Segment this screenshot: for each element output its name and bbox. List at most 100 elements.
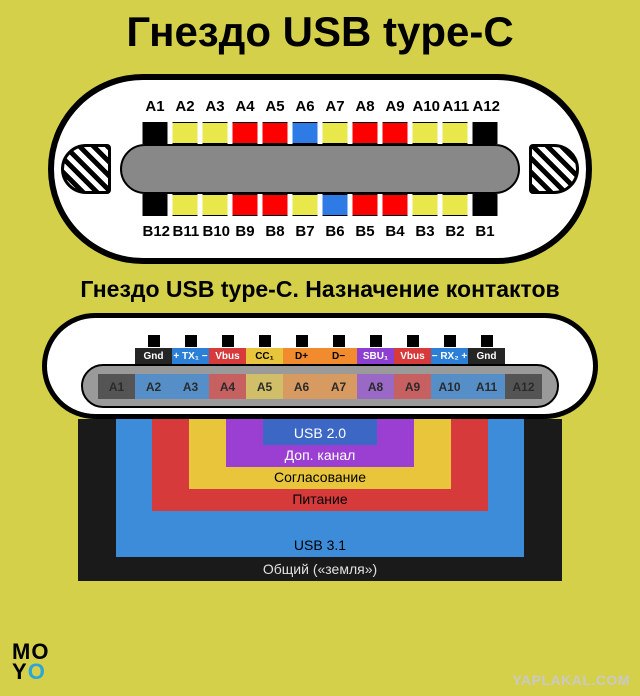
pin-label: A8 xyxy=(353,98,378,115)
signal-label: D− xyxy=(332,351,345,362)
pin-row-top xyxy=(143,122,498,144)
pin-label: A7 xyxy=(323,98,348,115)
hatch-right xyxy=(529,144,579,194)
faded-pin: A2 xyxy=(135,374,172,399)
faded-pin-label: A1 xyxy=(109,380,124,394)
faded-pin: A5 xyxy=(246,374,283,399)
pin-label: B4 xyxy=(383,223,408,240)
pin-top xyxy=(383,122,408,144)
pin-label: B7 xyxy=(293,223,318,240)
faded-pin-label: A7 xyxy=(331,380,346,394)
connector-shell-1: A1A2A3A4A5A6A7A8A9A10A11A12 B12B11B10B9B… xyxy=(48,74,592,264)
pin-bottom xyxy=(233,194,258,216)
pin-label-row-bottom: B12B11B10B9B8B7B6B5B4B3B2B1 xyxy=(143,223,498,240)
pin-bottom xyxy=(143,194,168,216)
pin-label: B6 xyxy=(323,223,348,240)
pin-bottom xyxy=(413,194,438,216)
logo: MO YO xyxy=(12,642,49,682)
logo-line2-o: O xyxy=(28,659,46,684)
watermark: YAPLAKAL.COM xyxy=(513,672,631,688)
faded-pin: A10 xyxy=(431,374,468,399)
pin-top xyxy=(293,122,318,144)
pin-label: A10 xyxy=(413,98,438,115)
faded-pin-label: A2 xyxy=(146,380,161,394)
pin-bottom xyxy=(293,194,318,216)
signal-pin: Vbus xyxy=(394,348,431,364)
pin-label: A4 xyxy=(233,98,258,115)
pin-top xyxy=(323,122,348,144)
faded-pin: A1 xyxy=(98,374,135,399)
pin-label: B8 xyxy=(263,223,288,240)
faded-pin-label: A10 xyxy=(438,380,460,394)
signal-pin: D+ xyxy=(283,348,320,364)
pin-top xyxy=(233,122,258,144)
pin-label: A1 xyxy=(143,98,168,115)
faded-pin: A4 xyxy=(209,374,246,399)
faded-pin: A9 xyxy=(394,374,431,399)
pin-bottom xyxy=(173,194,198,216)
signal-row: Gnd+ TX₁ −VbusCC₁D+D−SBU₁Vbus− RX₂ +Gnd xyxy=(135,348,505,364)
signal-pin: CC₁ xyxy=(246,348,283,364)
pin-bottom xyxy=(203,194,228,216)
signal-pin: − RX₂ + xyxy=(431,348,468,364)
title-main: Гнездо USB type-C xyxy=(0,8,640,56)
pin-label: A5 xyxy=(263,98,288,115)
pin-label: B12 xyxy=(143,223,168,240)
pin-top xyxy=(143,122,168,144)
signal-label: Vbus xyxy=(400,351,424,362)
signal-pin: + TX₁ − xyxy=(172,348,209,364)
pin-bottom xyxy=(383,194,408,216)
faded-pin-label: A8 xyxy=(368,380,383,394)
faded-pin: A8 xyxy=(357,374,394,399)
faded-pin-label: A12 xyxy=(512,380,534,394)
pin-bottom xyxy=(443,194,468,216)
faded-pin-row: A1 A2 A3 A4 A5 A6 A7 A8 A9 A10 A11 A12 xyxy=(98,374,542,399)
pin-label: A12 xyxy=(473,98,498,115)
pin-row-bottom xyxy=(143,194,498,216)
pin-label: B1 xyxy=(473,223,498,240)
connector-shell-2: Gnd+ TX₁ −VbusCC₁D+D−SBU₁Vbus− RX₂ +Gnd … xyxy=(42,313,598,419)
pin-top xyxy=(413,122,438,144)
signal-pin: Gnd xyxy=(135,348,172,364)
faded-pin: A3 xyxy=(172,374,209,399)
pin-label: B5 xyxy=(353,223,378,240)
faded-pin: A12 xyxy=(505,374,542,399)
pin-top xyxy=(443,122,468,144)
function-layers: Передача Прием Общий («земля»)USB 3.1Пит… xyxy=(42,419,598,643)
function-layer-label: USB 2.0 xyxy=(294,425,346,445)
faded-pin-label: A5 xyxy=(257,380,272,394)
pin-bottom xyxy=(473,194,498,216)
signal-pin: Vbus xyxy=(209,348,246,364)
faded-pin-label: A3 xyxy=(183,380,198,394)
title-sub: Гнездо USB type-C. Назначение контактов xyxy=(0,276,640,303)
function-layer: USB 2.0 xyxy=(263,419,377,445)
connector-tongue-1 xyxy=(120,144,520,194)
pin-bottom xyxy=(263,194,288,216)
pin-label: B3 xyxy=(413,223,438,240)
signal-pin: Gnd xyxy=(468,348,505,364)
faded-pin-label: A6 xyxy=(294,380,309,394)
pin-label: A6 xyxy=(293,98,318,115)
signal-label: − RX₂ + xyxy=(432,351,468,362)
pin-label: A2 xyxy=(173,98,198,115)
signal-label: CC₁ xyxy=(255,351,274,362)
pin-bottom xyxy=(353,194,378,216)
faded-pin: A7 xyxy=(320,374,357,399)
pin-top xyxy=(263,122,288,144)
faded-pin-label: A4 xyxy=(220,380,235,394)
pin-label: B11 xyxy=(173,223,198,240)
pin-top xyxy=(353,122,378,144)
signal-label: Gnd xyxy=(144,351,164,362)
pin-label: B9 xyxy=(233,223,258,240)
faded-pin-label: A9 xyxy=(405,380,420,394)
faded-pin-label: A11 xyxy=(476,380,497,394)
signal-label: SBU₁ xyxy=(363,351,388,362)
pin-label: B2 xyxy=(443,223,468,240)
signal-label: Vbus xyxy=(215,351,239,362)
function-layer-label: Питание xyxy=(292,491,347,511)
pin-label: A3 xyxy=(203,98,228,115)
pin-bottom xyxy=(323,194,348,216)
signal-pin: D− xyxy=(320,348,357,364)
function-layer-label: USB 3.1 xyxy=(294,537,346,557)
signal-label: + TX₁ − xyxy=(173,351,207,362)
